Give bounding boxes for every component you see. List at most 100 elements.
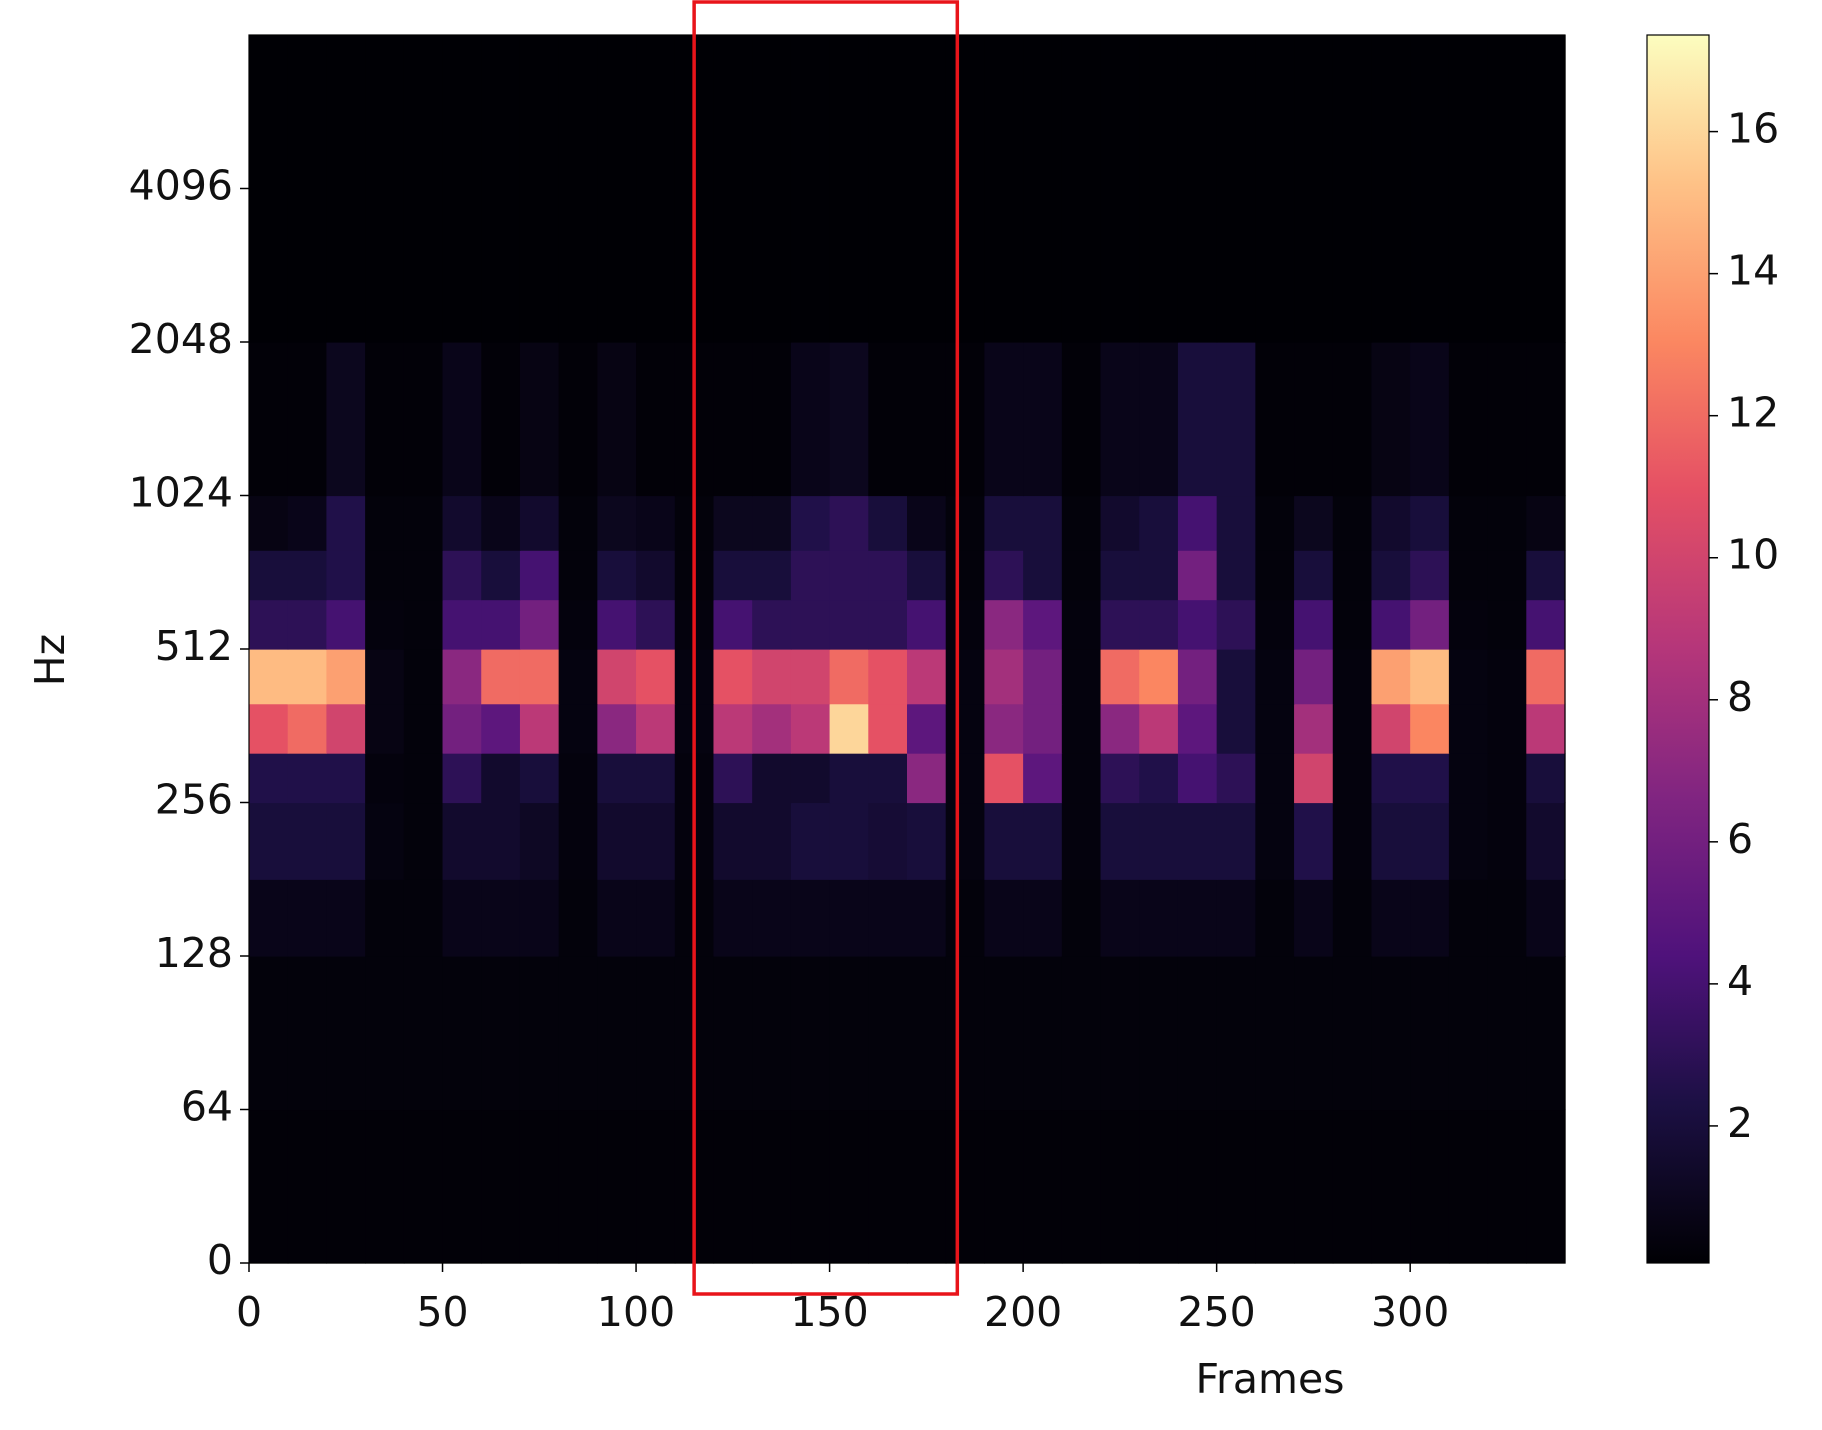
heatmap-cell xyxy=(636,1109,676,1264)
heatmap-cell xyxy=(1023,599,1063,650)
heatmap-cell xyxy=(1332,956,1373,1111)
heatmap-cell xyxy=(1448,1109,1489,1264)
heatmap-cell xyxy=(1177,649,1218,705)
heatmap-cell xyxy=(868,1109,908,1264)
heatmap-cell xyxy=(1332,550,1373,601)
heatmap-cell xyxy=(365,703,405,754)
heatmap-cell xyxy=(1216,753,1256,804)
heatmap-cell xyxy=(1100,342,1140,497)
heatmap-cell xyxy=(1294,35,1334,343)
heatmap-cell xyxy=(1487,342,1527,497)
heatmap-cell xyxy=(1487,495,1527,551)
heatmap-cell xyxy=(1487,956,1527,1111)
heatmap-cell xyxy=(1023,342,1063,497)
heatmap-cell xyxy=(636,495,676,551)
heatmap-cell xyxy=(829,879,869,957)
heatmap-cell xyxy=(481,703,521,754)
heatmap-cell xyxy=(287,35,328,343)
heatmap-cell xyxy=(636,879,676,957)
heatmap-cell xyxy=(829,495,869,551)
heatmap-cell xyxy=(945,550,986,601)
heatmap-cell xyxy=(1448,495,1489,551)
heatmap-cell xyxy=(1294,495,1334,551)
heatmap-cell xyxy=(481,550,521,601)
heatmap-cell xyxy=(287,879,328,957)
heatmap-cell xyxy=(713,956,753,1111)
heatmap-cell xyxy=(1255,703,1295,754)
heatmap-cell xyxy=(481,956,521,1111)
heatmap-cell xyxy=(1216,35,1256,343)
heatmap-cell xyxy=(442,703,482,754)
heatmap-cell xyxy=(597,956,637,1111)
x-tick-label: 100 xyxy=(597,1288,675,1336)
heatmap-cell xyxy=(326,802,366,880)
heatmap-cell xyxy=(597,550,637,601)
heatmap-cell xyxy=(636,802,676,880)
heatmap-cell xyxy=(442,1109,482,1264)
heatmap-cell xyxy=(519,35,560,343)
heatmap-cell xyxy=(984,753,1024,804)
heatmap-cell xyxy=(636,342,676,497)
heatmap-cell xyxy=(1216,649,1256,705)
heatmap-cell xyxy=(1410,342,1450,497)
heatmap-cell xyxy=(752,703,792,754)
heatmap-cell xyxy=(945,956,986,1111)
heatmap-cell xyxy=(442,802,482,880)
heatmap-cell xyxy=(1371,879,1411,957)
heatmap-cell xyxy=(1139,599,1179,650)
heatmap-cell xyxy=(1332,879,1373,957)
heatmap-cell xyxy=(945,342,986,497)
heatmap-cell xyxy=(1526,550,1566,601)
heatmap-cell xyxy=(1410,495,1450,551)
heatmap-cell xyxy=(249,1109,289,1264)
heatmap-cell xyxy=(403,802,444,880)
heatmap-cell xyxy=(1526,35,1566,343)
heatmap-cell xyxy=(519,956,560,1111)
heatmap-cell xyxy=(249,599,289,650)
heatmap-cell xyxy=(1487,1109,1527,1264)
heatmap-cell xyxy=(713,495,753,551)
heatmap-cell xyxy=(1061,649,1102,705)
heatmap-cell xyxy=(481,35,521,343)
heatmap-cell xyxy=(984,956,1024,1111)
x-tick-label: 0 xyxy=(236,1288,262,1336)
heatmap-cell xyxy=(442,753,482,804)
heatmap-cell xyxy=(249,649,289,705)
heatmap-cell xyxy=(829,550,869,601)
heatmap-cell xyxy=(1410,802,1450,880)
heatmap-cell xyxy=(287,956,328,1111)
heatmap-cell xyxy=(1216,703,1256,754)
heatmap-cell xyxy=(481,649,521,705)
colorbar-tick-label: 6 xyxy=(1727,815,1753,863)
heatmap-cell xyxy=(1100,802,1140,880)
heatmap-cell xyxy=(1177,956,1218,1111)
heatmap-cell xyxy=(1255,649,1295,705)
heatmap-cell xyxy=(1371,649,1411,705)
heatmap-cell xyxy=(1371,956,1411,1111)
heatmap-cell xyxy=(984,342,1024,497)
heatmap-cell xyxy=(868,703,908,754)
heatmap-cell xyxy=(1100,879,1140,957)
heatmap-cell xyxy=(984,35,1024,343)
heatmap-cell xyxy=(481,342,521,497)
heatmap-cell xyxy=(1410,753,1450,804)
heatmap-cell xyxy=(365,599,405,650)
heatmap-cell xyxy=(481,879,521,957)
heatmap-cell xyxy=(1139,495,1179,551)
heatmap-cell xyxy=(1487,550,1527,601)
heatmap-cell xyxy=(790,802,831,880)
heatmap-cell xyxy=(1100,599,1140,650)
heatmap-cell xyxy=(1332,703,1373,754)
heatmap-cell xyxy=(287,649,328,705)
heatmap-cell xyxy=(713,599,753,650)
heatmap-cell xyxy=(1410,703,1450,754)
heatmap-cell xyxy=(829,342,869,497)
heatmap-cell xyxy=(752,649,792,705)
colorbar-tick-label: 8 xyxy=(1727,673,1753,721)
heatmap-cell xyxy=(1177,35,1218,343)
heatmap-cell xyxy=(1216,495,1256,551)
heatmap-cells xyxy=(249,35,1566,1264)
heatmap-cell xyxy=(287,495,328,551)
heatmap-cell xyxy=(403,495,444,551)
heatmap-cell xyxy=(1371,495,1411,551)
